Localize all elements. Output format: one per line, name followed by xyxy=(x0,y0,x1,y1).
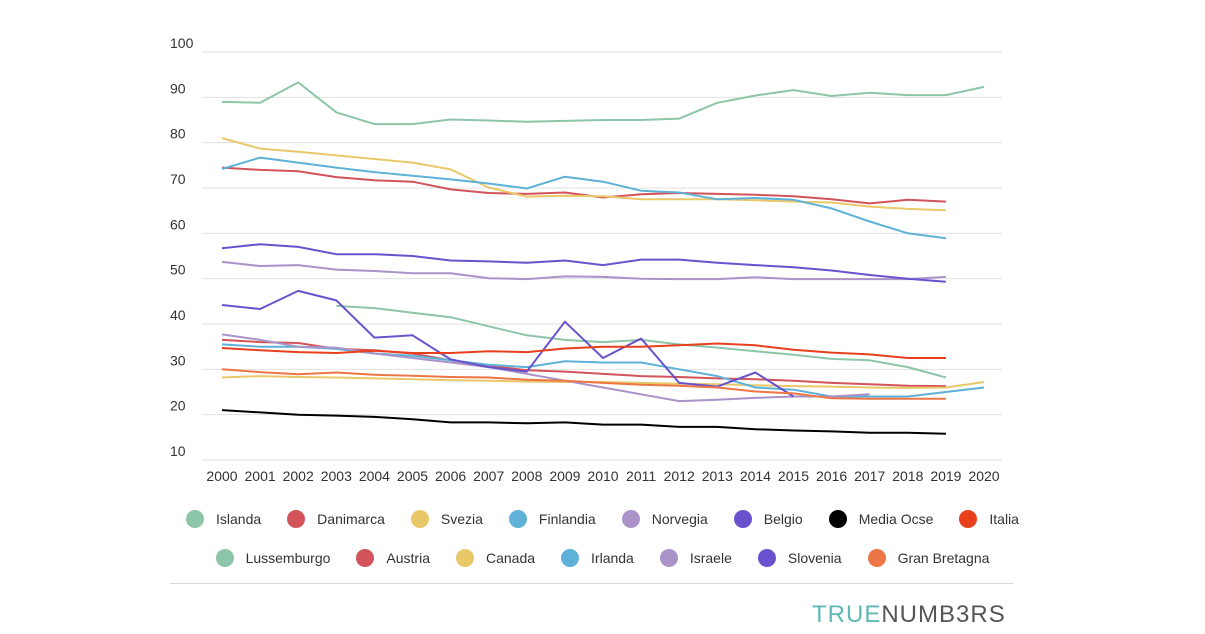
legend-label: Gran Bretagna xyxy=(897,550,990,566)
legend-item-canada: Canada xyxy=(455,549,536,567)
series-line-belgio xyxy=(221,243,946,283)
x-tick-label: 2001 xyxy=(245,468,276,484)
legend-item-danimarca: Danimarca xyxy=(287,510,385,528)
series-line-finlandia xyxy=(221,156,947,240)
x-tick-label: 2014 xyxy=(740,468,771,484)
legend-row-2: Lussemburgo Austria Canada Irlanda Israele Sl… xyxy=(0,549,1205,567)
x-tick-label: 2015 xyxy=(778,468,809,484)
legend-item-austria: Austria xyxy=(356,549,430,567)
legend-item-svezia: Svezia xyxy=(410,510,483,528)
legend-swatch xyxy=(621,510,640,528)
legend-label: Slovenia xyxy=(787,550,842,566)
y-tick-label: 50 xyxy=(170,262,186,278)
y-tick-label: 70 xyxy=(170,171,186,187)
legend-swatch xyxy=(959,510,978,528)
brand-logo: TRUENUMB3RS xyxy=(812,601,1006,629)
legend-item-italia: Italia xyxy=(959,510,1019,528)
x-tick-label: 2009 xyxy=(549,468,580,484)
footer-divider xyxy=(170,583,1013,584)
y-tick-label: 90 xyxy=(170,80,186,96)
legend-swatch xyxy=(455,549,474,567)
x-tick-label: 2017 xyxy=(854,468,885,484)
legend-swatch xyxy=(561,549,580,567)
legend-label: Danimarca xyxy=(317,511,385,527)
legend-swatch xyxy=(867,549,886,567)
legend-item-irlanda: Irlanda xyxy=(561,549,634,567)
legend-label: Norvegia xyxy=(651,511,708,527)
series-line-israele xyxy=(221,333,870,403)
x-tick-label: 2012 xyxy=(664,468,695,484)
series-line-slovenia xyxy=(221,289,795,398)
legend-row-1: Islanda Danimarca Svezia Finlandia Norvegia B… xyxy=(0,510,1205,528)
legend-swatch xyxy=(186,510,205,528)
legend-label: Irlanda xyxy=(591,550,634,566)
x-tick-label: 2013 xyxy=(702,468,733,484)
x-tick-label: 2005 xyxy=(397,468,428,484)
legend-label: Lussemburgo xyxy=(245,550,331,566)
x-tick-label: 2004 xyxy=(359,468,390,484)
series-line-islanda xyxy=(221,81,985,126)
series-line-danimarca xyxy=(221,166,946,205)
y-tick-label: 100 xyxy=(170,35,194,51)
y-tick-label: 80 xyxy=(170,126,186,142)
legend-item-slovenia: Slovenia xyxy=(757,549,842,567)
x-tick-label: 2011 xyxy=(626,468,656,484)
x-tick-label: 2003 xyxy=(321,468,352,484)
legend-swatch xyxy=(287,510,306,528)
legend-swatch xyxy=(215,549,234,567)
legend-label: Islanda xyxy=(216,511,262,527)
legend-swatch xyxy=(757,549,776,567)
y-tick-label: 30 xyxy=(170,352,186,368)
legend-label: Israele xyxy=(689,550,732,566)
x-tick-label: 2007 xyxy=(473,468,504,484)
legend-swatch xyxy=(828,510,847,528)
series-line-media-ocse xyxy=(221,409,946,435)
x-tick-label: 2010 xyxy=(587,468,618,484)
x-tick-label: 2006 xyxy=(435,468,466,484)
legend-label: Belgio xyxy=(763,511,803,527)
series-lines xyxy=(221,81,985,435)
x-tick-label: 2016 xyxy=(816,468,847,484)
legend-label: Canada xyxy=(485,550,536,566)
legend-label: Media Ocse xyxy=(858,511,934,527)
legend-label: Finlandia xyxy=(538,511,596,527)
x-tick-label: 2008 xyxy=(511,468,542,484)
brand-part-true: TRUE xyxy=(812,601,882,628)
y-tick-label: 60 xyxy=(170,216,186,232)
series-line-lussemburgo xyxy=(336,304,947,379)
x-axis-ticks: 2000 2001 2002 2003 2004 2005 2006 2007 2008 2009… xyxy=(206,468,999,484)
x-tick-label: 2018 xyxy=(892,468,923,484)
x-tick-label: 2019 xyxy=(930,468,961,484)
y-tick-label: 40 xyxy=(170,307,186,323)
legend-swatch xyxy=(733,510,752,528)
series-line-italia xyxy=(221,342,946,359)
brand-part-numbers: NUMB3RS xyxy=(881,601,1006,628)
legend-swatch xyxy=(410,510,429,528)
legend-item-belgio: Belgio xyxy=(733,510,803,528)
legend-item-media-ocse: Media Ocse xyxy=(828,510,934,528)
legend-swatch xyxy=(659,549,678,567)
legend-label: Italia xyxy=(989,511,1019,527)
legend-item-finlandia: Finlandia xyxy=(508,510,596,528)
legend-label: Svezia xyxy=(440,511,483,527)
y-tick-label: 10 xyxy=(170,443,186,459)
series-line-norvegia xyxy=(221,260,946,281)
y-tick-label: 20 xyxy=(170,398,186,414)
legend-item-norvegia: Norvegia xyxy=(621,510,708,528)
y-axis-ticks: 10 20 30 40 50 60 70 80 90 100 xyxy=(170,35,194,459)
x-tick-label: 2002 xyxy=(283,468,314,484)
legend-label: Austria xyxy=(386,550,430,566)
legend-item-gran-bretagna: Gran Bretagna xyxy=(867,549,990,567)
x-tick-label: 2000 xyxy=(206,468,237,484)
series-line-svezia xyxy=(221,137,946,212)
legend-swatch xyxy=(508,510,527,528)
x-tick-label: 2020 xyxy=(968,468,999,484)
legend-item-israele: Israele xyxy=(659,549,732,567)
legend-item-islanda: Islanda xyxy=(186,510,261,528)
legend-item-lussemburgo: Lussemburgo xyxy=(215,549,331,567)
series-line-gran-bretagna xyxy=(221,368,946,400)
legend-swatch xyxy=(356,549,375,567)
